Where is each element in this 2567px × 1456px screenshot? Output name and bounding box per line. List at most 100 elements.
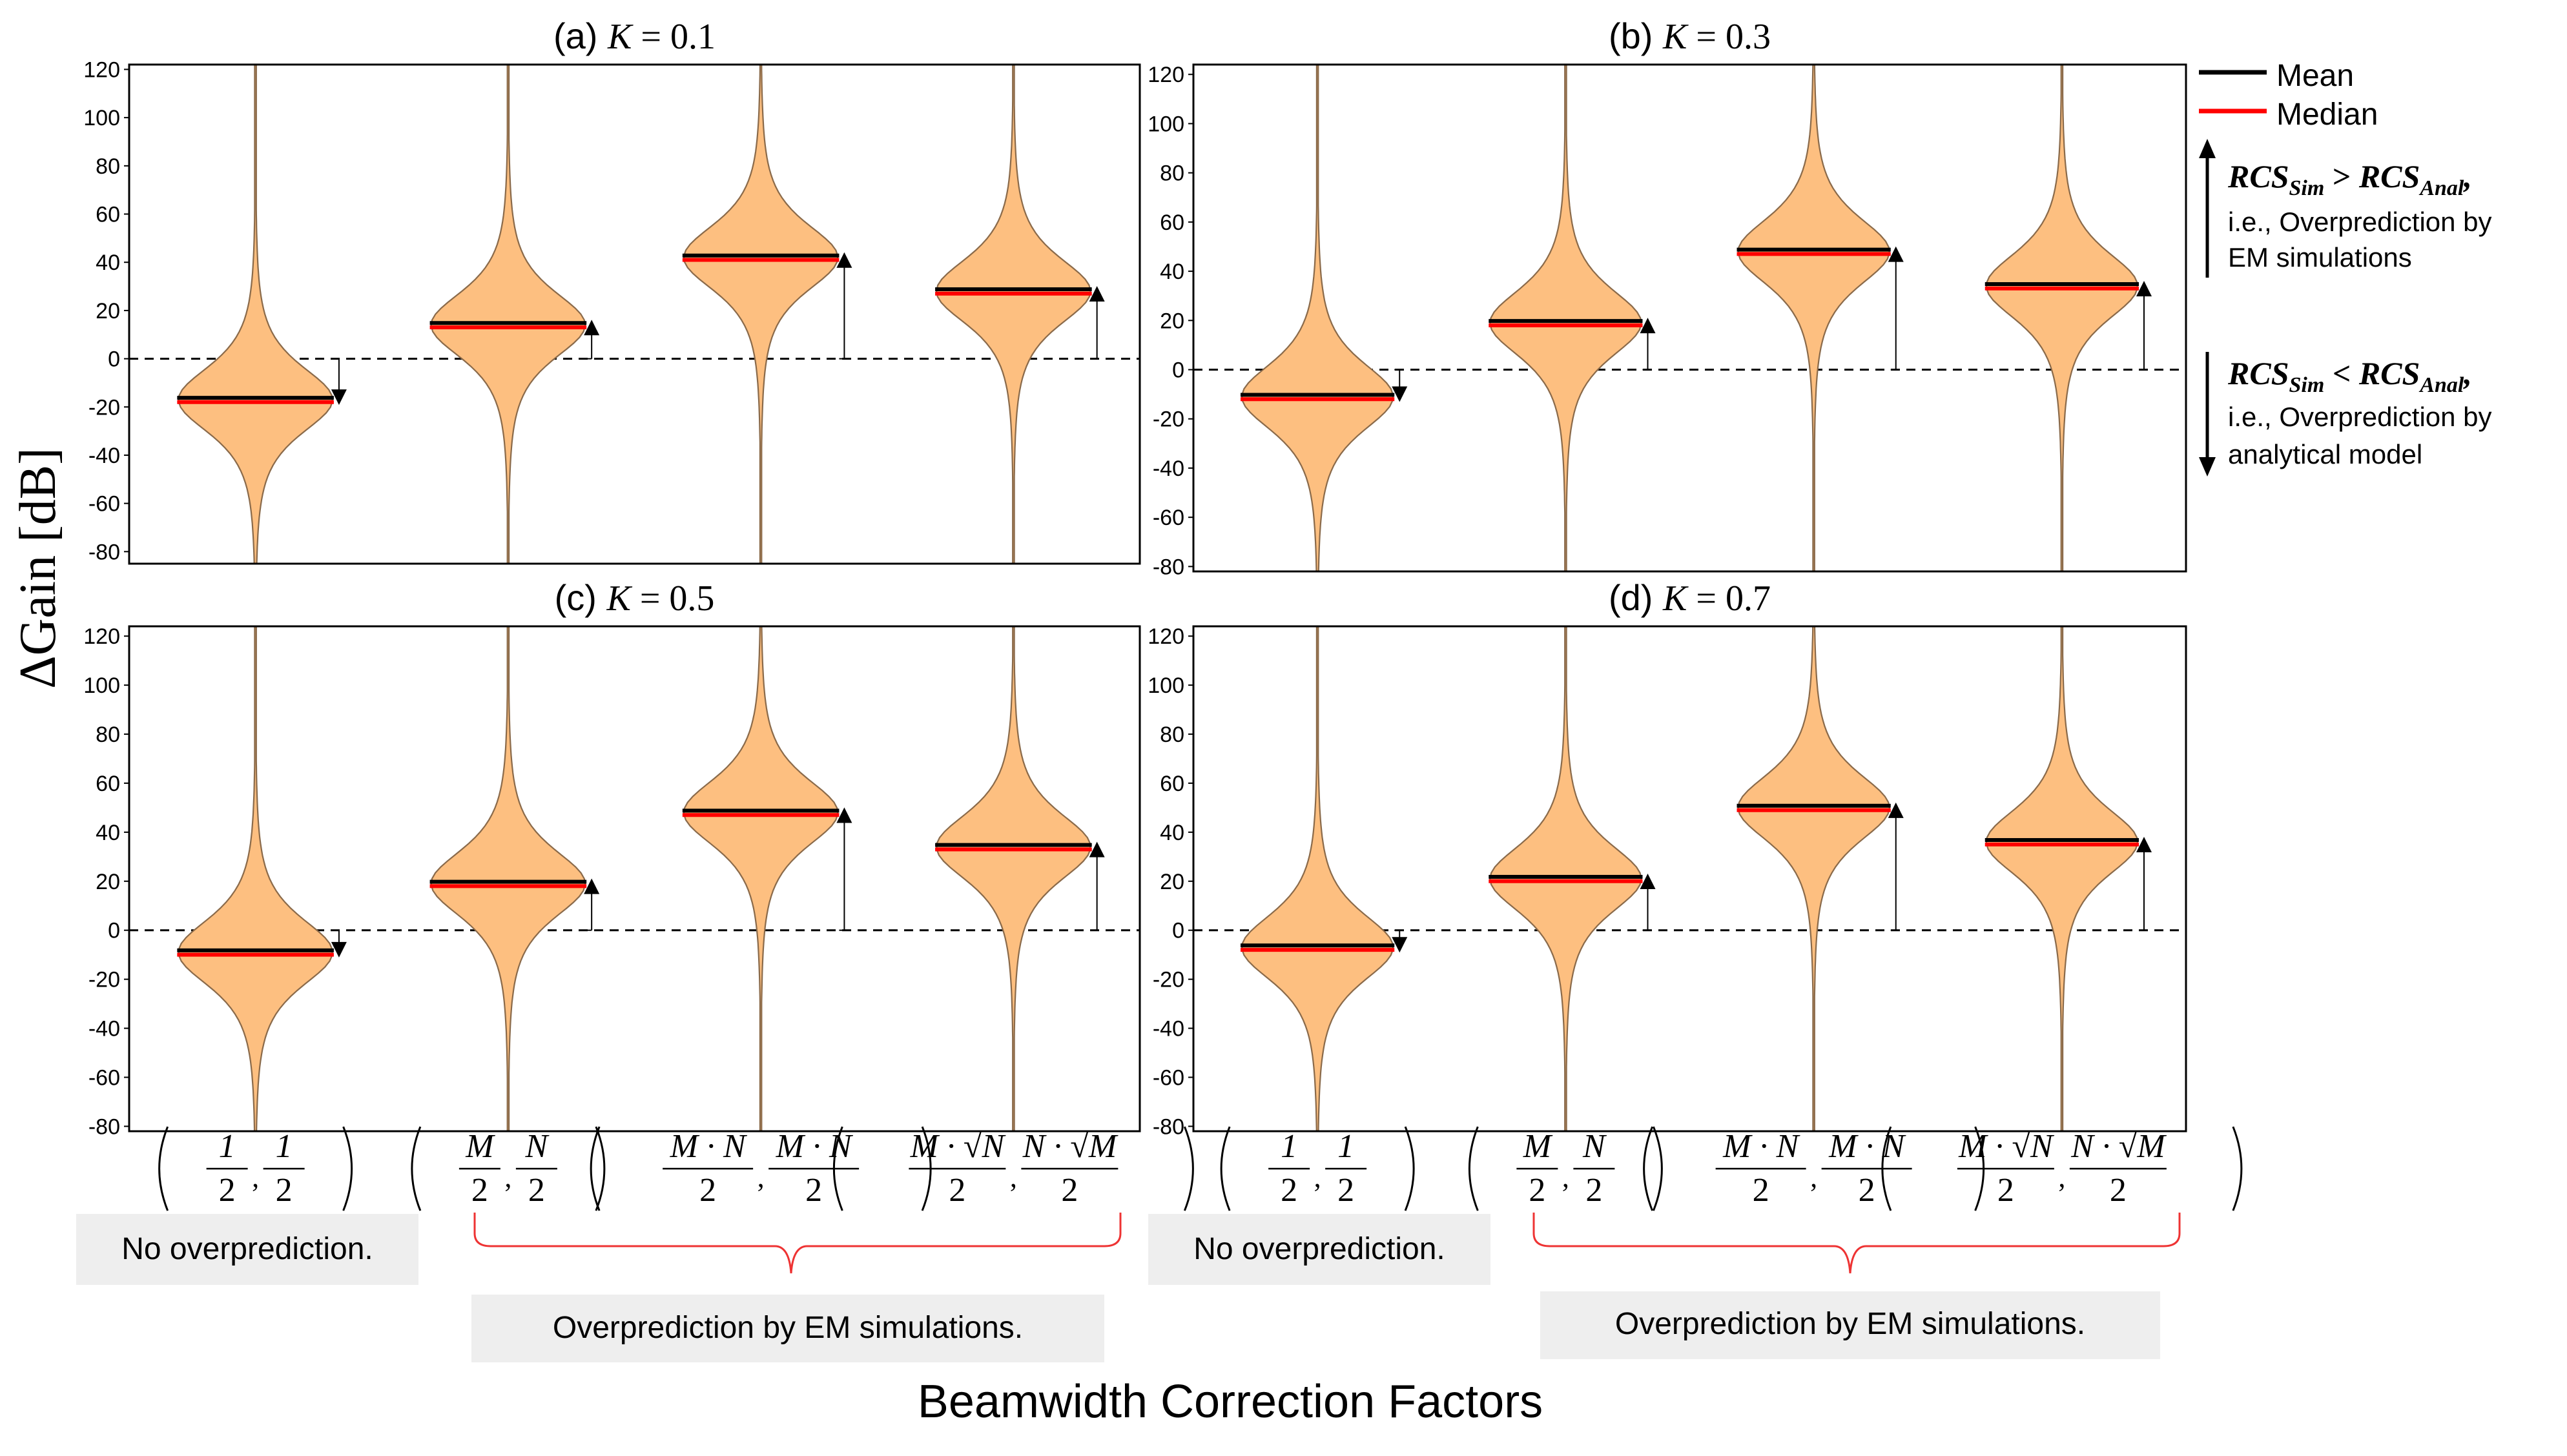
y-tick-label: -80 <box>88 540 120 564</box>
y-tick-label: -20 <box>1153 968 1184 992</box>
panel-c: (c) K = 0.5 120 100 80 60 40 20 0 -20 -40 -60 -80 <box>83 577 1141 1139</box>
plot-area <box>1193 626 2186 1131</box>
fraction-right-numerator: M · N <box>1828 1128 1906 1165</box>
factor-label-1: 1 2 1 2, <box>158 1126 353 1211</box>
factor-comma: , <box>2058 1162 2065 1193</box>
fraction-left-numerator: M <box>1523 1128 1553 1165</box>
fraction-right-denominator: 2 <box>1061 1172 1078 1209</box>
fraction-right-numerator: N <box>1582 1128 1607 1165</box>
fraction-left-denominator: 2 <box>949 1172 965 1209</box>
plot-area <box>129 626 1140 1131</box>
y-tick-label: 40 <box>96 251 120 275</box>
y-tick-label: -60 <box>88 1065 120 1090</box>
note-box <box>76 1214 418 1285</box>
note-box <box>1540 1291 2160 1359</box>
y-tick-label: -80 <box>1153 1114 1184 1139</box>
note-overprediction-em-right: Overprediction by EM simulations. <box>1532 1213 2181 1359</box>
y-tick-label: -20 <box>1153 407 1184 432</box>
arrow-head-up-2 <box>584 320 600 336</box>
fraction-right-denominator: 2 <box>1585 1172 1602 1209</box>
note-no-overprediction-left: No overprediction. <box>76 1214 418 1285</box>
fraction-left-denominator: 2 <box>1281 1172 1297 1209</box>
down-relation: RCSSim < RCSAnal, <box>2227 355 2472 397</box>
fraction-left-denominator: 2 <box>471 1172 488 1209</box>
fraction-right-numerator: 1 <box>1337 1128 1354 1165</box>
brace <box>1532 1213 2181 1274</box>
paren-right <box>595 1126 606 1211</box>
y-tick-label: 120 <box>1148 63 1184 87</box>
arrow-head-up-4 <box>2136 280 2152 296</box>
arrow-head-up-3 <box>836 252 852 268</box>
violin-3 <box>1737 65 1890 571</box>
paren-left <box>1881 1126 1892 1211</box>
violin-3 <box>1737 626 1890 1131</box>
up-note-line2: EM simulations <box>2228 242 2412 272</box>
plot-frame <box>1192 625 2187 1133</box>
factor-label-4: M · √N 2 N · √M 2, <box>832 1126 1194 1211</box>
plot-area <box>1193 65 2186 571</box>
violin-2 <box>430 626 586 1131</box>
fraction-right-denominator: 2 <box>2110 1172 2127 1209</box>
y-tick-label: -80 <box>88 1114 120 1139</box>
arrow-head-up-2 <box>1640 318 1656 334</box>
y-tick-label: 120 <box>83 624 120 649</box>
fraction-left-denominator: 2 <box>1529 1172 1545 1209</box>
violin-2 <box>430 65 586 564</box>
factor-label-1: 1 2 1 2, <box>1220 1126 1415 1211</box>
y-tick-label: 80 <box>1160 161 1184 186</box>
fraction-left-numerator: M <box>465 1128 495 1165</box>
fraction-right-numerator: N <box>525 1128 550 1165</box>
factor-comma: , <box>1810 1162 1817 1193</box>
down-note-line2: analytical model <box>2228 439 2422 469</box>
annotation-overprediction-analytical: RCSSim < RCSAnal, i.e., Overprediction b… <box>2199 352 2492 477</box>
violin-1 <box>178 65 333 564</box>
fraction-left-numerator: M · √N <box>1958 1128 2055 1165</box>
violin-1 <box>1241 65 1394 571</box>
y-tick-label: 80 <box>1160 723 1184 747</box>
y-tick-label: 100 <box>1148 112 1184 136</box>
y-tick-label: 60 <box>1160 772 1184 796</box>
plot-frame <box>128 63 1141 565</box>
violin-4 <box>1985 65 2138 571</box>
note-no-overprediction-right: No overprediction. <box>1148 1214 1490 1285</box>
down-note-line1: i.e., Overprediction by <box>2228 402 2492 432</box>
paren-right <box>1404 1126 1415 1211</box>
note-text: Overprediction by EM simulations. <box>1615 1307 2085 1341</box>
factor-comma: , <box>1562 1162 1569 1193</box>
fraction-left-denominator: 2 <box>219 1172 236 1209</box>
y-tick-label: 40 <box>1160 260 1184 284</box>
panels: (a) K = 0.1120100806040200-20-40-60-80(b… <box>83 15 2187 1139</box>
fraction-left-denominator: 2 <box>1997 1172 2014 1209</box>
y-tick-label: -40 <box>1153 1017 1184 1041</box>
fraction-right-denominator: 2 <box>1859 1172 1875 1209</box>
panel-b: (b) K = 0.3 120 100 80 60 40 20 0 -20 -40 -60 -80 <box>1148 15 2187 579</box>
arrow-head-down-1 <box>1392 937 1408 953</box>
y-tick-label: 0 <box>108 347 120 372</box>
fraction-right-denominator: 2 <box>528 1172 545 1209</box>
paren-right <box>1183 1126 1194 1211</box>
y-tick-label: 40 <box>1160 821 1184 845</box>
fraction-left-numerator: M · N <box>1722 1128 1800 1165</box>
note-overprediction-em-left: Overprediction by EM simulations. <box>471 1213 1122 1362</box>
arrow-head-up-3 <box>836 807 852 823</box>
y-tick-label: 20 <box>96 870 120 894</box>
y-tick-label: 120 <box>83 57 120 82</box>
arrow-head-up-3 <box>1888 802 1904 818</box>
violin-3 <box>683 65 839 564</box>
panel-title: (d) K = 0.7 <box>1609 577 1771 619</box>
brace <box>473 1213 1122 1274</box>
y-tick-label: -40 <box>88 444 120 468</box>
arrow-head-up-2 <box>1640 874 1656 889</box>
paren-left <box>1643 1126 1654 1211</box>
y-tick-label: -60 <box>88 492 120 517</box>
y-tick-label: 0 <box>1172 358 1184 383</box>
y-tick-label: -20 <box>88 395 120 420</box>
violin-3 <box>683 626 839 1131</box>
paren-left <box>158 1126 169 1211</box>
fraction-right-numerator: M · N <box>776 1128 854 1165</box>
paren-left <box>411 1126 422 1211</box>
up-relation: RCSSim > RCSAnal, <box>2227 158 2472 200</box>
down-arrowhead <box>2199 457 2216 477</box>
